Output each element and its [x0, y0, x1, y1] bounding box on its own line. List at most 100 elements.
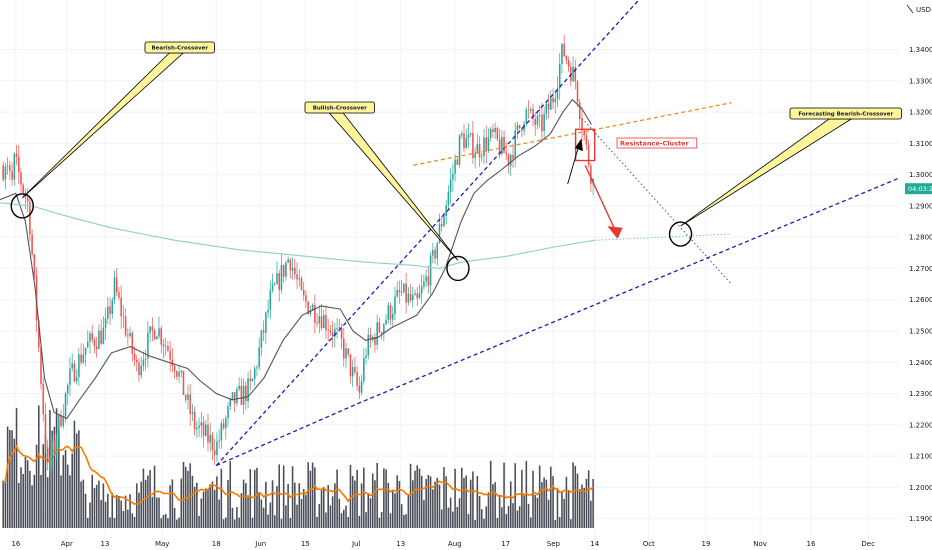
candle-body-102 [229, 398, 232, 407]
volume-bar-12 [29, 470, 31, 528]
candle-body-260 [581, 119, 583, 131]
candle-body-171 [383, 324, 385, 334]
volume-bar-120 [269, 502, 272, 528]
volume-bar-125 [280, 518, 283, 528]
candle-body-45 [102, 327, 105, 344]
trendline-1 [216, 177, 901, 467]
currency-label: USD [916, 6, 931, 14]
candle-body-135 [302, 289, 305, 296]
volume-bar-203 [454, 468, 456, 528]
y-tick-label-9: 1.25000 [909, 327, 932, 335]
volume-bar-184 [412, 480, 414, 528]
candle-body-64 [144, 358, 147, 360]
candle-body-90 [202, 422, 205, 436]
candle-body-13 [31, 234, 33, 255]
volume-bar-13 [31, 485, 33, 528]
candle-body-79 [178, 372, 180, 377]
x-tick-label-12: 14 [590, 540, 599, 548]
volume-bar-153 [343, 509, 345, 528]
candle-body-71 [160, 328, 163, 345]
candle-body-150 [336, 328, 338, 329]
candle-body-52 [118, 292, 120, 298]
candle-body-104 [233, 392, 236, 404]
volume-bar-190 [425, 479, 427, 528]
candle-body-205 [458, 135, 461, 165]
volume-bar-61 [138, 492, 140, 528]
candle-body-144 [322, 315, 325, 328]
candle-body-225 [503, 136, 505, 153]
candle-body-134 [300, 278, 303, 290]
candle-body-176 [394, 296, 396, 314]
volume-bar-185 [414, 470, 416, 528]
volume-bar-142 [318, 503, 321, 528]
candle-body-224 [501, 136, 503, 155]
volume-bar-74 [167, 518, 169, 528]
volume-bar-215 [481, 509, 483, 528]
x-tick-label-6: 15 [301, 540, 310, 548]
volume-bar-178 [398, 481, 401, 528]
volume-bar-118 [265, 481, 267, 528]
volume-bar-90 [202, 491, 205, 528]
volume-bar-241 [538, 465, 541, 528]
candle-body-132 [296, 274, 298, 280]
candle-body-127 [285, 262, 287, 277]
candle-body-126 [282, 264, 285, 277]
candle-body-50 [113, 277, 116, 300]
volume-bar-175 [391, 489, 394, 528]
candle-body-254 [567, 60, 570, 67]
volume-bar-44 [100, 499, 102, 528]
x-tick-label-5: Jun [254, 540, 266, 548]
candle-body-32 [73, 363, 76, 382]
volume-bar-136 [305, 494, 307, 528]
candle-body-101 [227, 406, 229, 419]
candle-body-253 [565, 56, 568, 61]
volume-bar-70 [158, 497, 160, 528]
volume-bar-207 [463, 477, 465, 528]
candle-body-152 [340, 327, 343, 339]
volume-bar-128 [287, 483, 289, 528]
candle-body-73 [164, 346, 167, 347]
volume-bar-139 [311, 462, 314, 528]
candle-body-63 [142, 359, 145, 366]
volume-bar-62 [140, 481, 142, 528]
candle-body-229 [512, 154, 514, 159]
volume-bar-160 [358, 515, 361, 528]
volume-bar-119 [267, 514, 269, 528]
volume-bar-247 [552, 476, 554, 528]
volume-bar-147 [329, 505, 332, 528]
volume-bar-36 [82, 479, 85, 528]
candle-body-12 [29, 201, 31, 235]
volume-bar-236 [527, 503, 530, 528]
candle-body-93 [209, 434, 211, 443]
candle-body-6 [15, 153, 18, 157]
volume-bar-126 [282, 465, 285, 528]
candle-body-75 [169, 351, 171, 360]
volume-bar-256 [572, 462, 574, 528]
candle-body-167 [374, 336, 376, 345]
volume-bar-87 [196, 482, 198, 528]
candle-body-226 [505, 152, 508, 155]
volume-bar-114 [256, 467, 258, 528]
candle-body-54 [122, 316, 125, 318]
volume-bar-132 [296, 504, 298, 528]
volume-bar-109 [245, 483, 247, 528]
candle-body-216 [483, 137, 485, 157]
volume-bar-76 [171, 479, 174, 528]
candle-body-76 [171, 359, 174, 366]
volume-bar-63 [142, 468, 145, 528]
candle-body-172 [385, 319, 387, 325]
volume-bar-170 [380, 512, 383, 528]
volume-bar-27 [62, 455, 65, 528]
candle-body-55 [124, 316, 127, 336]
volume-bar-250 [558, 517, 561, 528]
volume-bar-216 [483, 518, 485, 528]
volume-bar-239 [534, 494, 537, 528]
y-tick-label-6: 1.28000 [909, 234, 932, 242]
volume-bar-2 [6, 426, 9, 528]
candle-body-227 [507, 154, 510, 166]
volume-bar-32 [73, 420, 76, 528]
volume-bar-223 [498, 494, 501, 528]
volume-bar-211 [472, 471, 474, 528]
